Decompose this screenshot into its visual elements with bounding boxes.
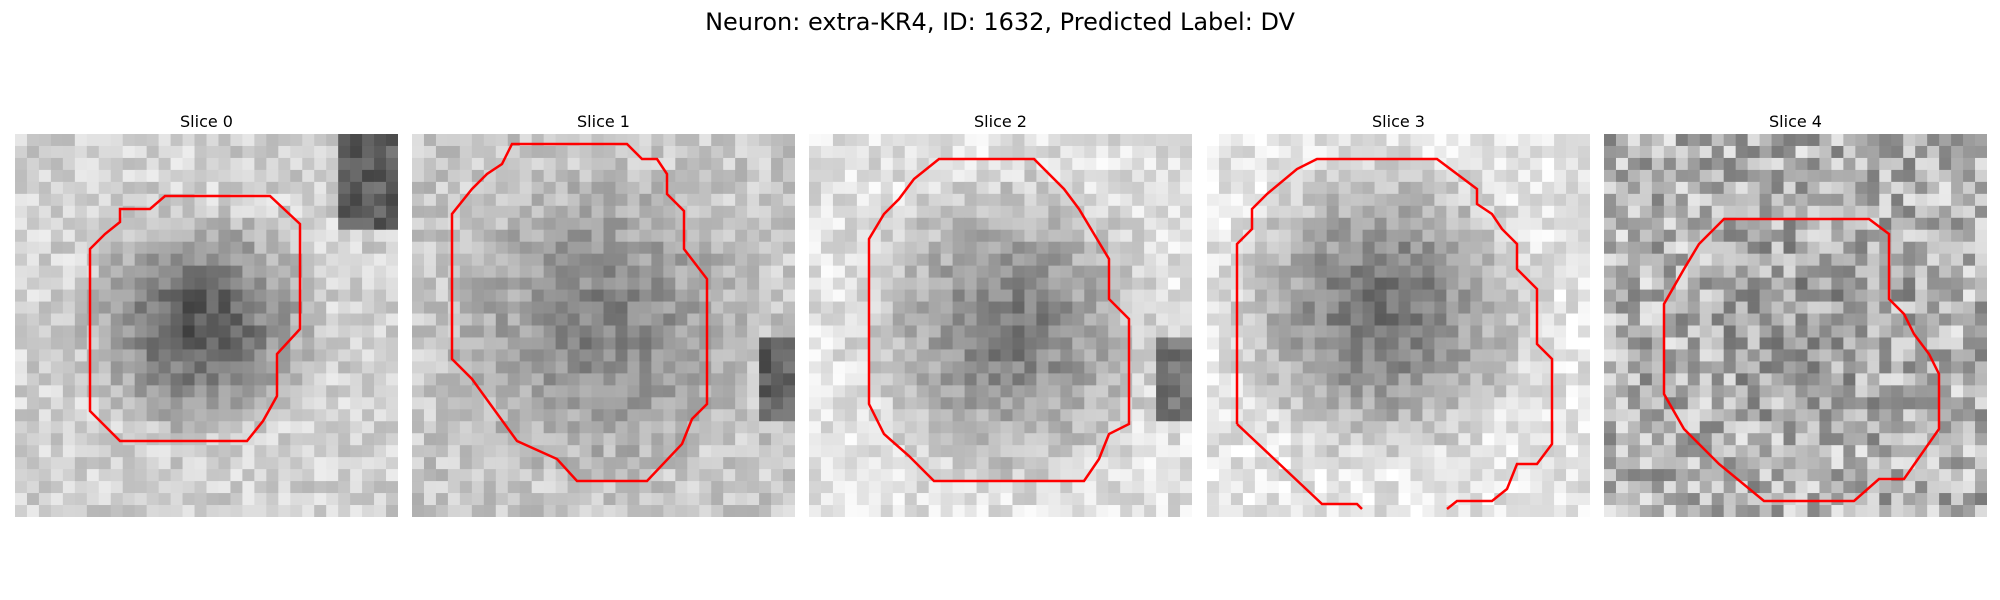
slice-panel-2: Slice 2 [809,110,1192,517]
pixel-grid [1207,134,1590,517]
slice-panel-1: Slice 1 [412,110,795,517]
slice-title: Slice 1 [577,112,630,131]
figure-title: Neuron: extra-KR4, ID: 1632, Predicted L… [705,8,1295,36]
pixel-grid [15,134,398,517]
segmentation-outline [1337,157,1554,510]
slice-panel-3: Slice 3 [1207,110,1590,517]
segmentation-outline [450,142,709,483]
slice-image [1604,134,1987,517]
slice-image [809,134,1192,517]
pixel-grid [1604,134,1987,517]
segmentation-outline [1235,157,1337,424]
segmentation-outline [88,194,302,443]
slice-title: Slice 0 [180,112,233,131]
pixel-grid [809,134,1192,517]
slice-image [412,134,795,517]
slice-panel-4: Slice 4 [1604,110,1987,517]
slice-title: Slice 4 [1769,112,1822,131]
slice-panel-0: Slice 0 [15,110,398,517]
slice-title: Slice 2 [974,112,1027,131]
slice-image [15,134,398,517]
segmentation-outline [1662,217,1941,503]
slice-image [1207,134,1590,517]
slice-title: Slice 3 [1372,112,1425,131]
segmentation-outline [1236,423,1363,510]
segmentation-outline [867,157,1131,483]
